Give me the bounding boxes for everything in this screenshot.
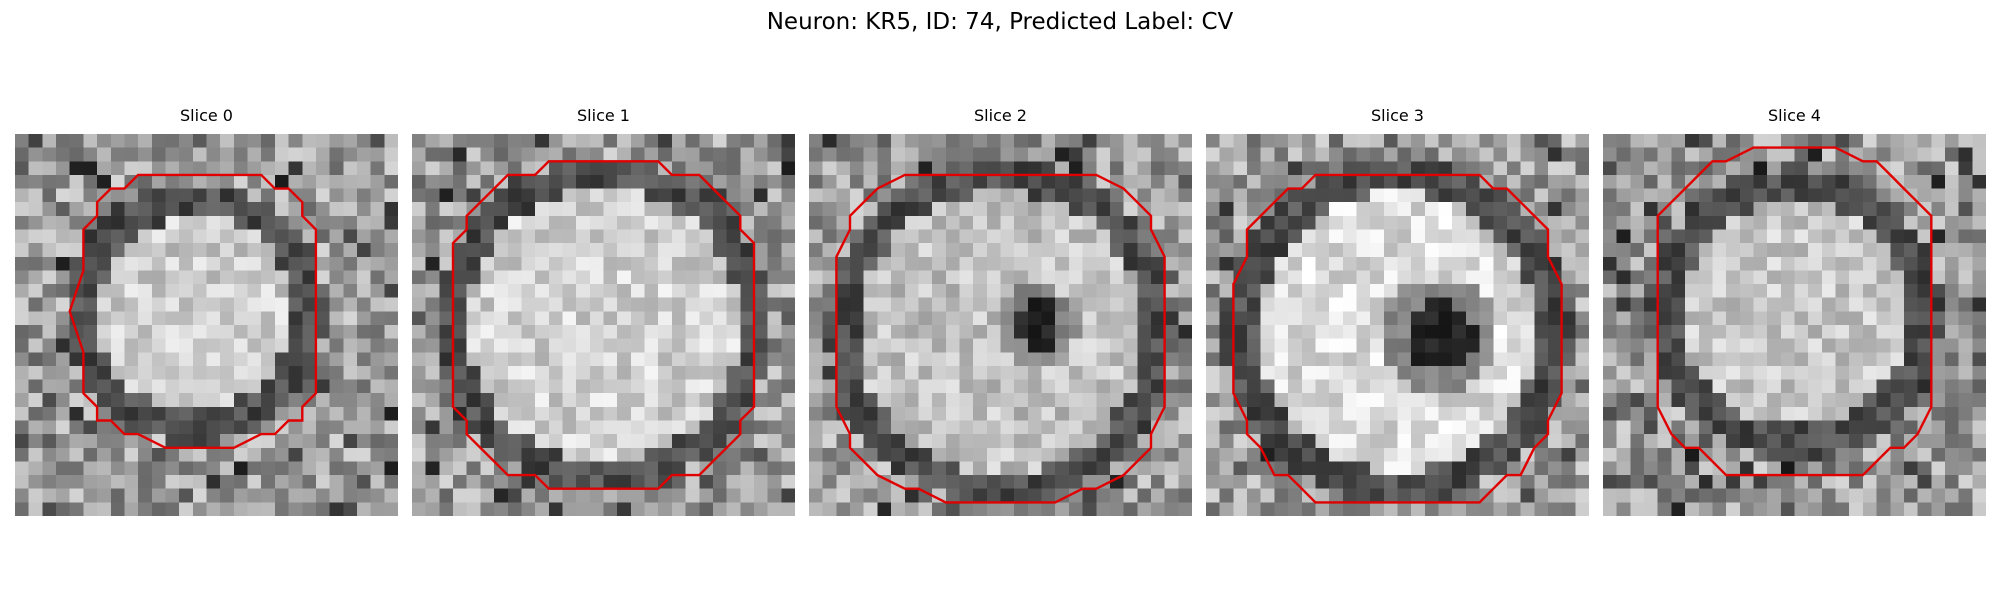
- slice-title: Slice 2: [974, 106, 1027, 125]
- segmentation-contour: [68, 173, 318, 449]
- pixel-grid: [1206, 134, 1589, 516]
- segmentation-contour: [1232, 173, 1563, 504]
- slice-image-2: [809, 134, 1192, 516]
- slice-title: Slice 0: [180, 106, 233, 125]
- segmentation-contour: [451, 160, 756, 490]
- pixel-grid: [412, 134, 795, 516]
- segmentation-contour: [1656, 146, 1933, 477]
- figure-title: Neuron: KR5, ID: 74, Predicted Label: CV: [766, 9, 1234, 35]
- slice-image-1: [412, 134, 795, 516]
- slice-title: Slice 3: [1371, 106, 1424, 125]
- slice-image-4: [1603, 134, 1986, 516]
- pixel-grid: [809, 134, 1192, 516]
- slice-title: Slice 1: [577, 106, 630, 125]
- slice-image-3: [1206, 134, 1589, 516]
- pixel-grid: [1603, 134, 1986, 516]
- slice-title: Slice 4: [1768, 106, 1821, 125]
- segmentation-contour: [835, 173, 1166, 504]
- slice-image-0: [15, 134, 398, 516]
- pixel-grid: [15, 134, 398, 516]
